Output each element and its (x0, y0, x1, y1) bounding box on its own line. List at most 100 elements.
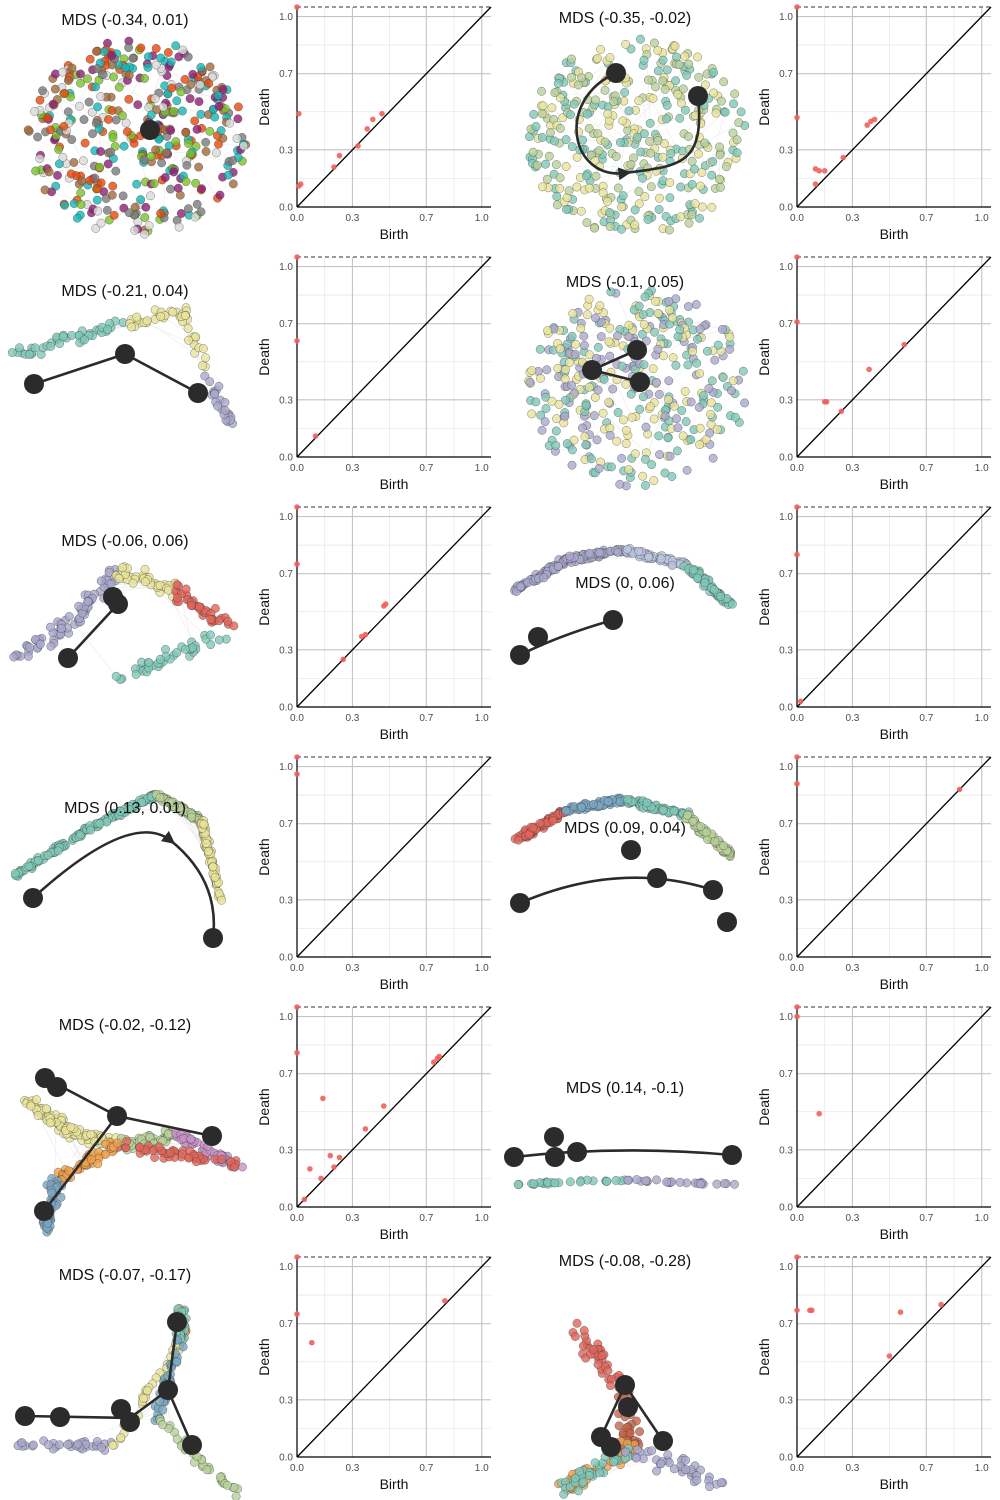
graph-node (707, 202, 717, 212)
graph-node (529, 109, 539, 119)
graph-node (562, 339, 572, 349)
graph-node (646, 148, 656, 158)
y-tick-label: 0.7 (279, 319, 293, 330)
graph-node (648, 364, 658, 374)
trajectory-milestone (647, 868, 667, 888)
persistence-point (294, 254, 300, 260)
graph-node (643, 75, 653, 85)
graph-node (35, 639, 45, 649)
graph-node (594, 548, 604, 558)
graph-node (25, 642, 34, 652)
graph-node (570, 1332, 580, 1341)
trajectory (582, 340, 650, 392)
persistence-point (816, 1110, 822, 1117)
graph-node (653, 308, 663, 318)
graph-node (721, 162, 731, 172)
graph-node (697, 168, 707, 177)
graph-node (567, 460, 577, 470)
x-tick-label: 0.3 (345, 963, 359, 974)
graph-node (174, 222, 184, 232)
graph-node (577, 423, 587, 433)
graph-node (576, 206, 586, 216)
y-tick-label: 0.0 (279, 1203, 293, 1214)
graph-node (666, 149, 676, 158)
graph-node (117, 563, 127, 573)
graph-node (618, 191, 628, 201)
y-tick-label: 0.3 (779, 645, 793, 656)
trajectory-milestone (615, 1375, 635, 1395)
graph-edge (159, 592, 205, 636)
graph-node (58, 332, 68, 342)
graph-node (525, 377, 535, 387)
graph-node (582, 310, 592, 320)
graph-node (740, 398, 750, 408)
y-tick-label: 0.7 (779, 319, 793, 330)
panel-title: MDS (-0.08, -0.28) (559, 1253, 691, 1270)
graph-node (695, 1179, 705, 1189)
x-tick-label: 0.3 (845, 713, 859, 724)
x-tick-label: 0.3 (845, 463, 859, 474)
y-tick-label: 1.0 (279, 1262, 293, 1273)
trajectory-milestone (545, 1147, 565, 1167)
panel-title: MDS (-0.07, -0.17) (59, 1267, 191, 1284)
graph-node (649, 476, 659, 486)
graph-node (706, 409, 716, 419)
graph-node (642, 798, 652, 808)
graph-node (732, 135, 742, 145)
graph-node (570, 1473, 580, 1483)
graph-node (175, 190, 185, 200)
graph-node (194, 97, 204, 107)
persistence-diagram: 0.0 0.3 0.7 1.0 0.0 0.3 0.7 1.0 Birth Death (256, 1004, 492, 1242)
y-axis-label: Death (756, 338, 772, 375)
graph-node (551, 440, 561, 450)
graph-node (577, 802, 587, 812)
persistence-point (336, 1154, 343, 1161)
graph-node (149, 179, 159, 189)
graph-node (615, 137, 625, 147)
panel-3: MDS (-0.21, 0.04) 0.0 0.3 0.7 1.0 0.0 0.3 0.7 1.… (7, 254, 492, 492)
graph-edge (146, 320, 195, 354)
graph-node (561, 135, 571, 145)
graph-node (537, 425, 547, 435)
graph-node (196, 62, 206, 72)
graph-node (683, 360, 693, 370)
graph-node (582, 109, 592, 119)
graph-node (621, 379, 631, 389)
graph-node (701, 827, 711, 837)
graph-node (124, 94, 134, 104)
graph-node (77, 176, 87, 186)
graph-node (79, 115, 89, 125)
graph-node (140, 213, 150, 222)
graph-node (239, 141, 249, 151)
graph-node (31, 166, 41, 176)
graph-node (570, 388, 580, 398)
diagonal-line (796, 506, 992, 708)
graph-node (695, 213, 704, 223)
persistence-point (336, 152, 343, 159)
graph-node (132, 179, 142, 189)
graph-node (73, 1439, 83, 1449)
graph-node (551, 160, 561, 170)
graph-node (630, 449, 640, 459)
y-tick-label: 1.0 (279, 512, 293, 523)
graph-node (605, 430, 615, 440)
x-tick-label: 0.7 (419, 963, 433, 974)
x-tick-label: 0.0 (790, 1463, 804, 1474)
graph-node (654, 389, 664, 399)
graph-node (565, 551, 575, 561)
graph-node (728, 376, 738, 386)
graph-node (187, 812, 197, 822)
trajectory-milestone (567, 1142, 587, 1162)
graph-node (136, 195, 146, 205)
graph-node (528, 147, 538, 157)
graph-node (146, 191, 155, 201)
graph-node (645, 118, 655, 128)
graph-node (45, 1118, 55, 1128)
trajectory-milestone (140, 120, 160, 140)
graph-node (693, 149, 703, 159)
persistence-diagram: 0.0 0.3 0.7 1.0 0.0 0.3 0.7 1.0 Birth Death (756, 1254, 992, 1492)
persistence-point (381, 1103, 387, 1109)
graph-node (663, 1450, 673, 1460)
graph-node (623, 795, 633, 805)
graph-node (50, 84, 60, 94)
